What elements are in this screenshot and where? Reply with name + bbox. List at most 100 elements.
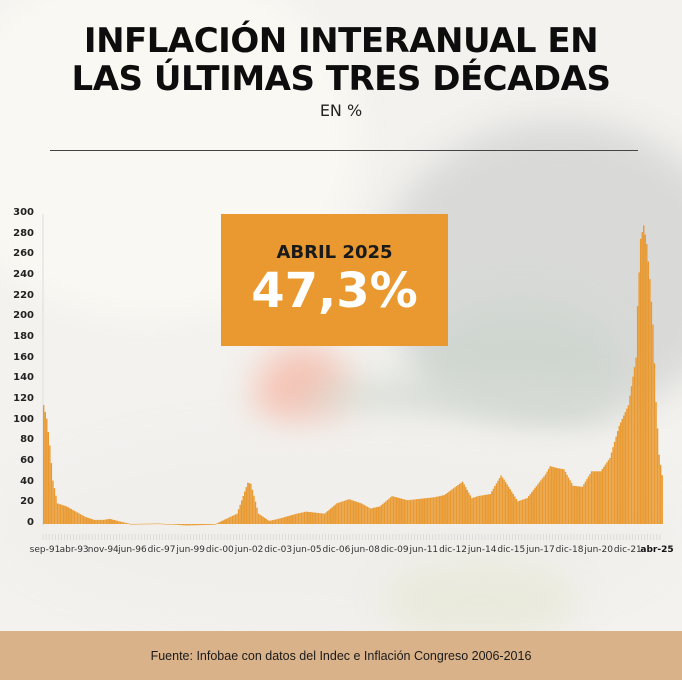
bar [489, 494, 491, 524]
bar [182, 524, 185, 526]
bar [603, 466, 605, 524]
x-tick-label: jun-20 [584, 545, 614, 555]
bar [112, 519, 114, 524]
bar [584, 481, 587, 524]
bar [478, 495, 481, 524]
bar [636, 305, 639, 524]
bar [560, 468, 562, 524]
bar [337, 502, 340, 524]
bar [184, 524, 186, 526]
title-line-1: INFLACIÓN INTERANUAL EN [83, 21, 599, 61]
callout-value: 47,3% [251, 263, 418, 319]
bar [475, 496, 478, 524]
bar [125, 522, 128, 524]
bar [521, 499, 524, 524]
y-tick-label: 300 [13, 207, 34, 218]
bar [403, 499, 406, 524]
bar [282, 517, 284, 524]
bar [567, 477, 570, 524]
bar [326, 511, 329, 524]
bar [164, 523, 166, 525]
bar [374, 507, 376, 524]
bar [431, 497, 433, 524]
bar [371, 508, 373, 524]
bar [379, 506, 381, 524]
bar [383, 502, 386, 524]
bar [247, 482, 249, 524]
bar [92, 519, 94, 524]
bar [293, 514, 295, 524]
bar [445, 493, 447, 524]
y-tick-label: 200 [13, 310, 34, 322]
bar [147, 523, 149, 525]
bar [610, 452, 613, 524]
bar [391, 496, 393, 524]
y-tick-label: 160 [13, 351, 34, 363]
bar [646, 243, 648, 524]
bar [208, 524, 211, 525]
bar [156, 523, 158, 525]
bar [170, 524, 172, 525]
bar [477, 496, 479, 524]
bar [173, 524, 175, 525]
bar [613, 441, 616, 524]
y-tick-label: 240 [13, 269, 34, 280]
bar [320, 513, 323, 524]
bar [306, 511, 309, 524]
y-tick-label: 0 [27, 517, 34, 528]
bar [446, 492, 449, 524]
bar [604, 464, 607, 524]
bar [463, 484, 465, 524]
bar [55, 495, 57, 524]
bar [587, 476, 590, 524]
highlight-callout: ABRIL 2025 47,3% [221, 214, 448, 346]
bar [122, 522, 125, 524]
bar [333, 505, 335, 524]
bar [653, 363, 656, 524]
bar [380, 505, 383, 524]
bar [340, 501, 343, 524]
bar [472, 497, 475, 524]
bar [190, 524, 192, 526]
bar [205, 524, 208, 525]
bar [388, 498, 390, 524]
bar [498, 478, 501, 524]
bar [87, 517, 89, 524]
bar [438, 496, 441, 524]
bar [221, 521, 223, 524]
bar [296, 513, 298, 524]
bar [319, 513, 321, 524]
x-tick-label: abr-25 [640, 545, 674, 555]
bar [363, 505, 366, 524]
bar [240, 500, 243, 524]
bar [520, 500, 522, 524]
bar [532, 490, 534, 524]
bar [193, 524, 195, 526]
bar [280, 517, 283, 524]
bar [643, 225, 645, 524]
bar [133, 523, 135, 525]
bar [661, 475, 663, 524]
bar [72, 509, 74, 524]
bar [531, 492, 533, 524]
bar [552, 466, 554, 524]
bar [334, 504, 336, 525]
bar [219, 521, 221, 524]
bar [151, 523, 154, 525]
bar [256, 507, 258, 524]
bar [359, 502, 361, 524]
y-tick-label: 40 [20, 475, 34, 487]
bar [488, 494, 490, 524]
bar [93, 519, 96, 524]
bar [423, 498, 425, 524]
bar [483, 495, 485, 524]
bar [138, 523, 140, 525]
bar [89, 518, 91, 524]
bar [204, 524, 206, 525]
bar [121, 521, 123, 524]
bar [245, 487, 247, 524]
bar [590, 471, 593, 524]
bar [508, 486, 510, 524]
bar [529, 494, 531, 524]
bar [506, 484, 508, 524]
